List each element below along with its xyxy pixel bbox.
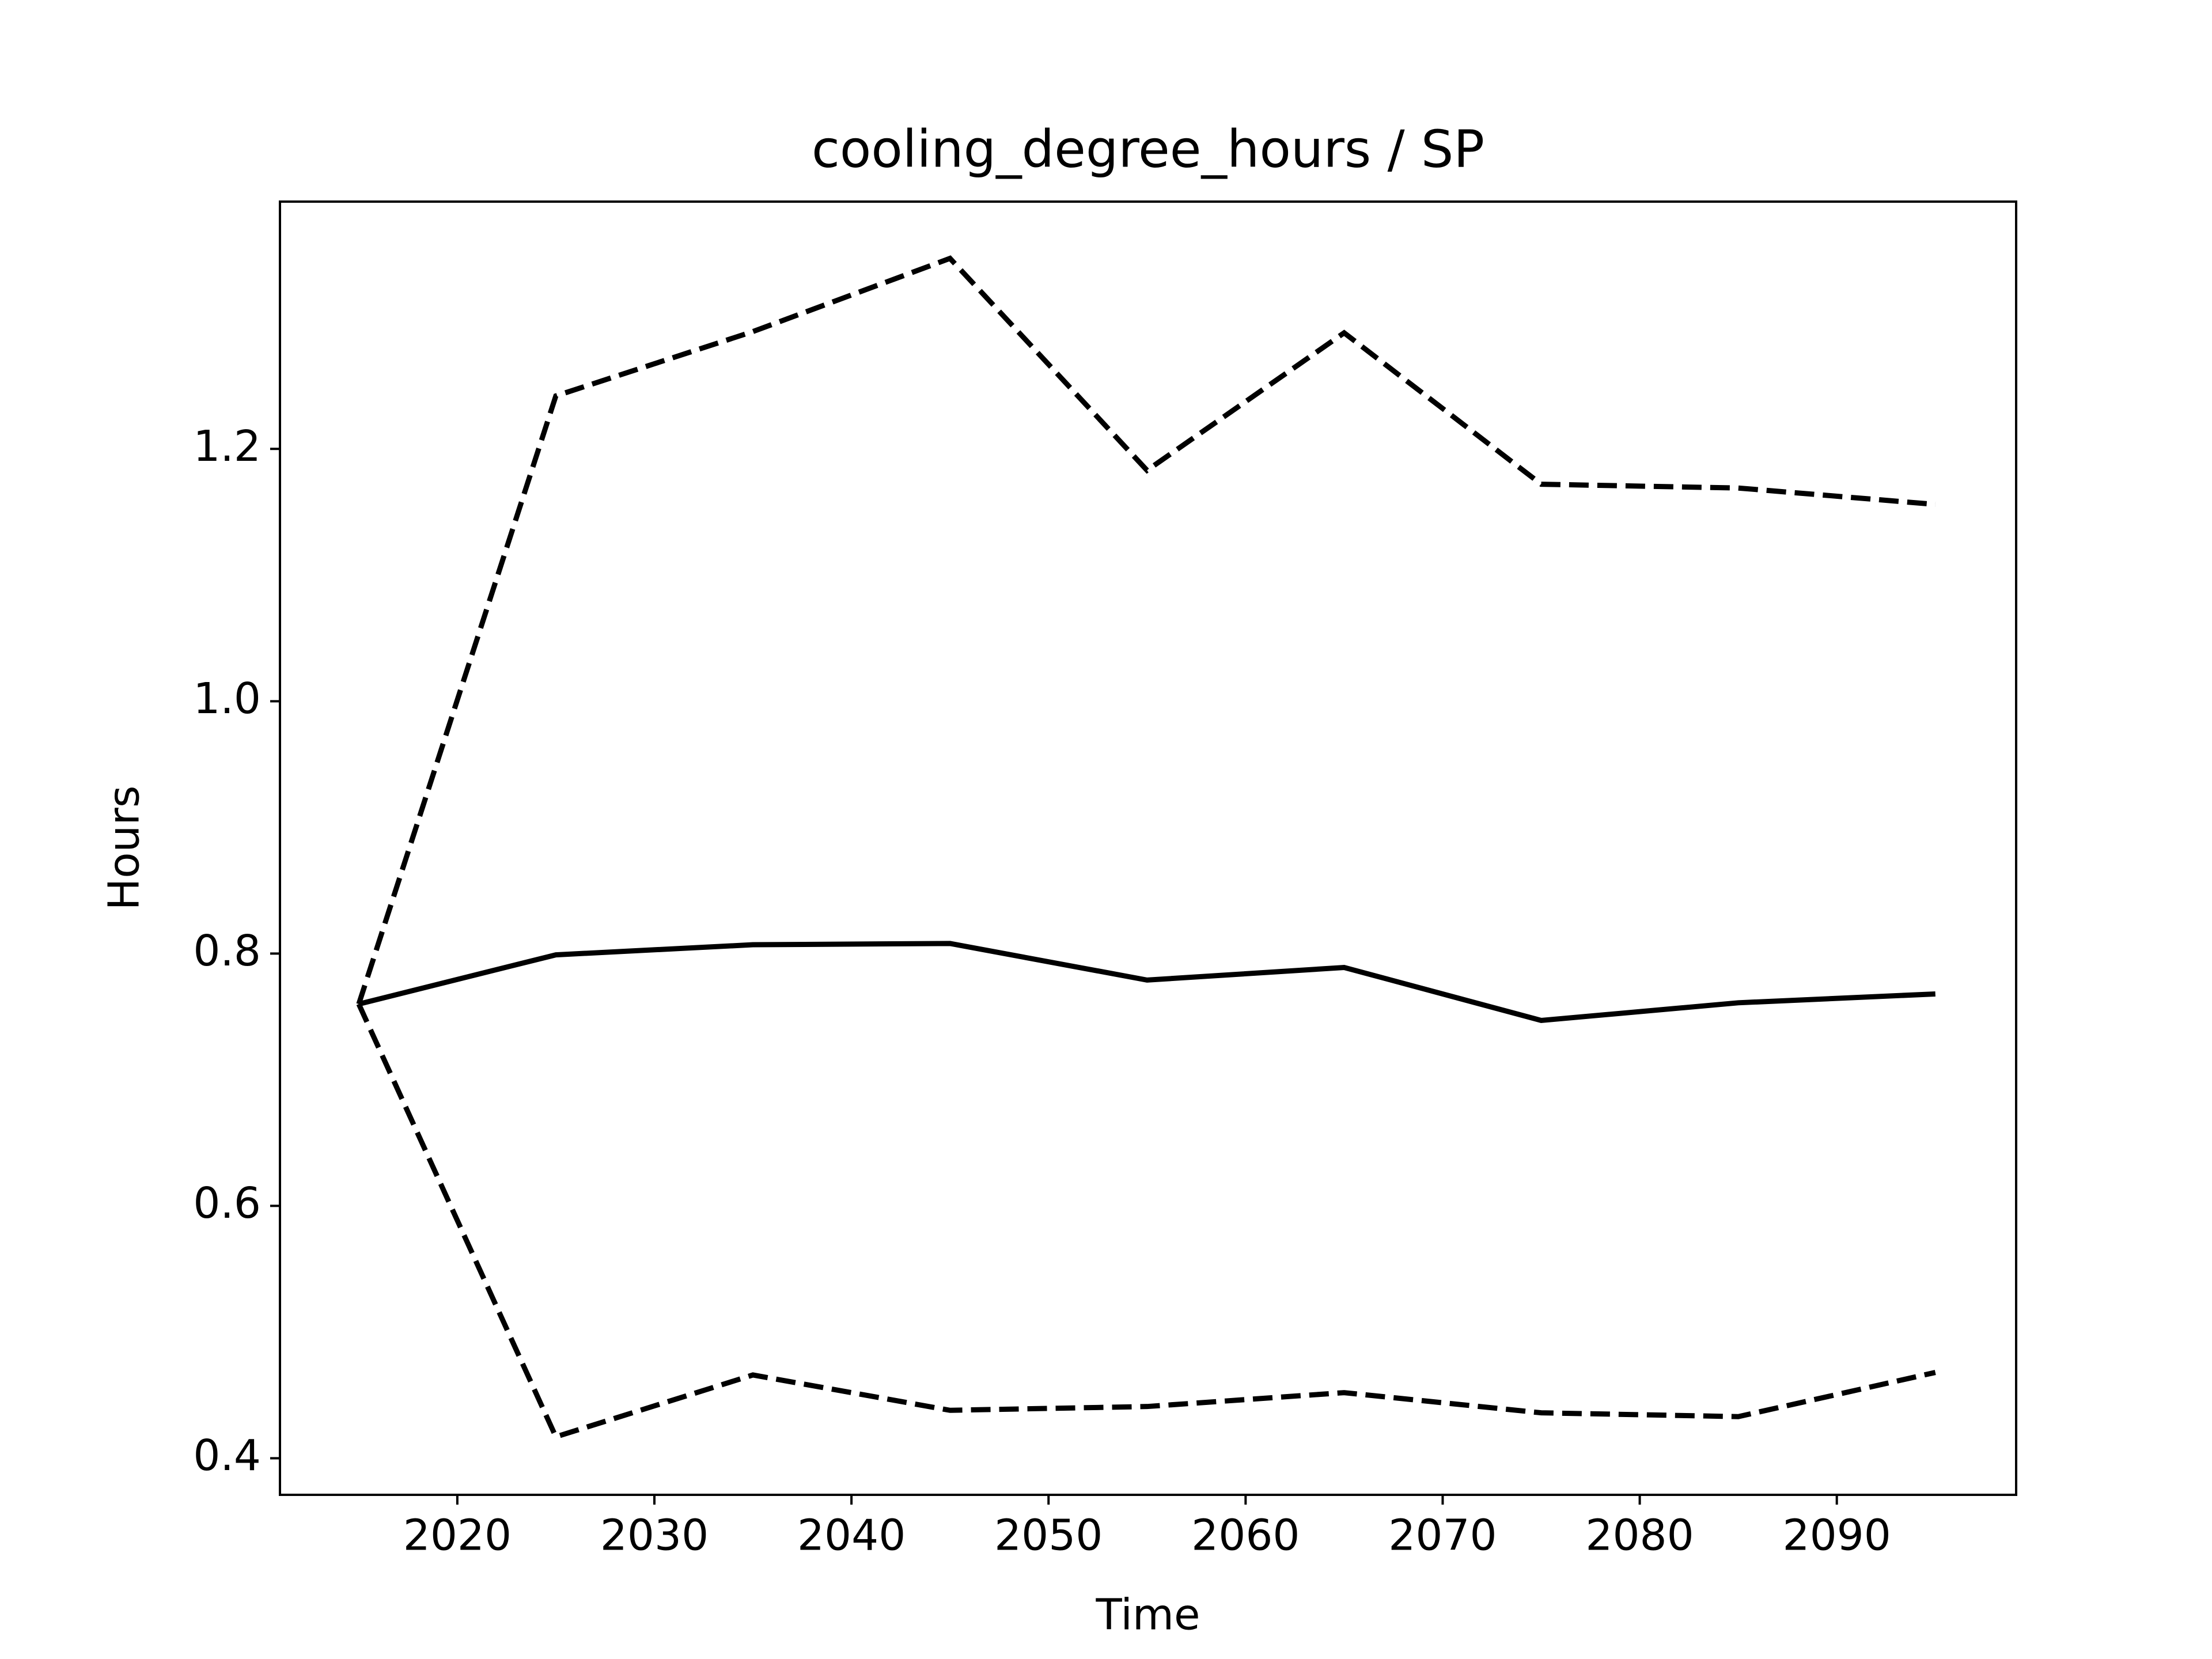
x-tick-label: 2040 — [797, 1511, 906, 1560]
chart-title: cooling_degree_hours / SP — [812, 119, 1484, 179]
y-tick-label: 0.8 — [193, 926, 261, 976]
y-tick-label: 0.6 — [193, 1179, 261, 1228]
x-tick-label: 2050 — [994, 1511, 1103, 1560]
series-line — [356, 255, 1936, 1005]
x-tick-label: 2020 — [403, 1511, 512, 1560]
y-axis-label: Hours — [100, 786, 149, 911]
y-tick-label: 0.4 — [193, 1431, 261, 1480]
series-line — [358, 941, 1936, 1024]
y-tick-label: 1.2 — [193, 422, 261, 471]
x-tick-label: 2070 — [1388, 1511, 1497, 1560]
x-tick-label: 2030 — [600, 1511, 709, 1560]
y-tick-label: 1.0 — [193, 674, 261, 724]
series-line — [356, 1003, 1936, 1440]
plot-frame — [279, 200, 2017, 1496]
x-axis-label: Time — [1095, 1590, 1200, 1640]
x-tick-label: 2090 — [1783, 1511, 1891, 1560]
x-tick-label: 2060 — [1191, 1511, 1300, 1560]
x-tick-label: 2080 — [1585, 1511, 1694, 1560]
